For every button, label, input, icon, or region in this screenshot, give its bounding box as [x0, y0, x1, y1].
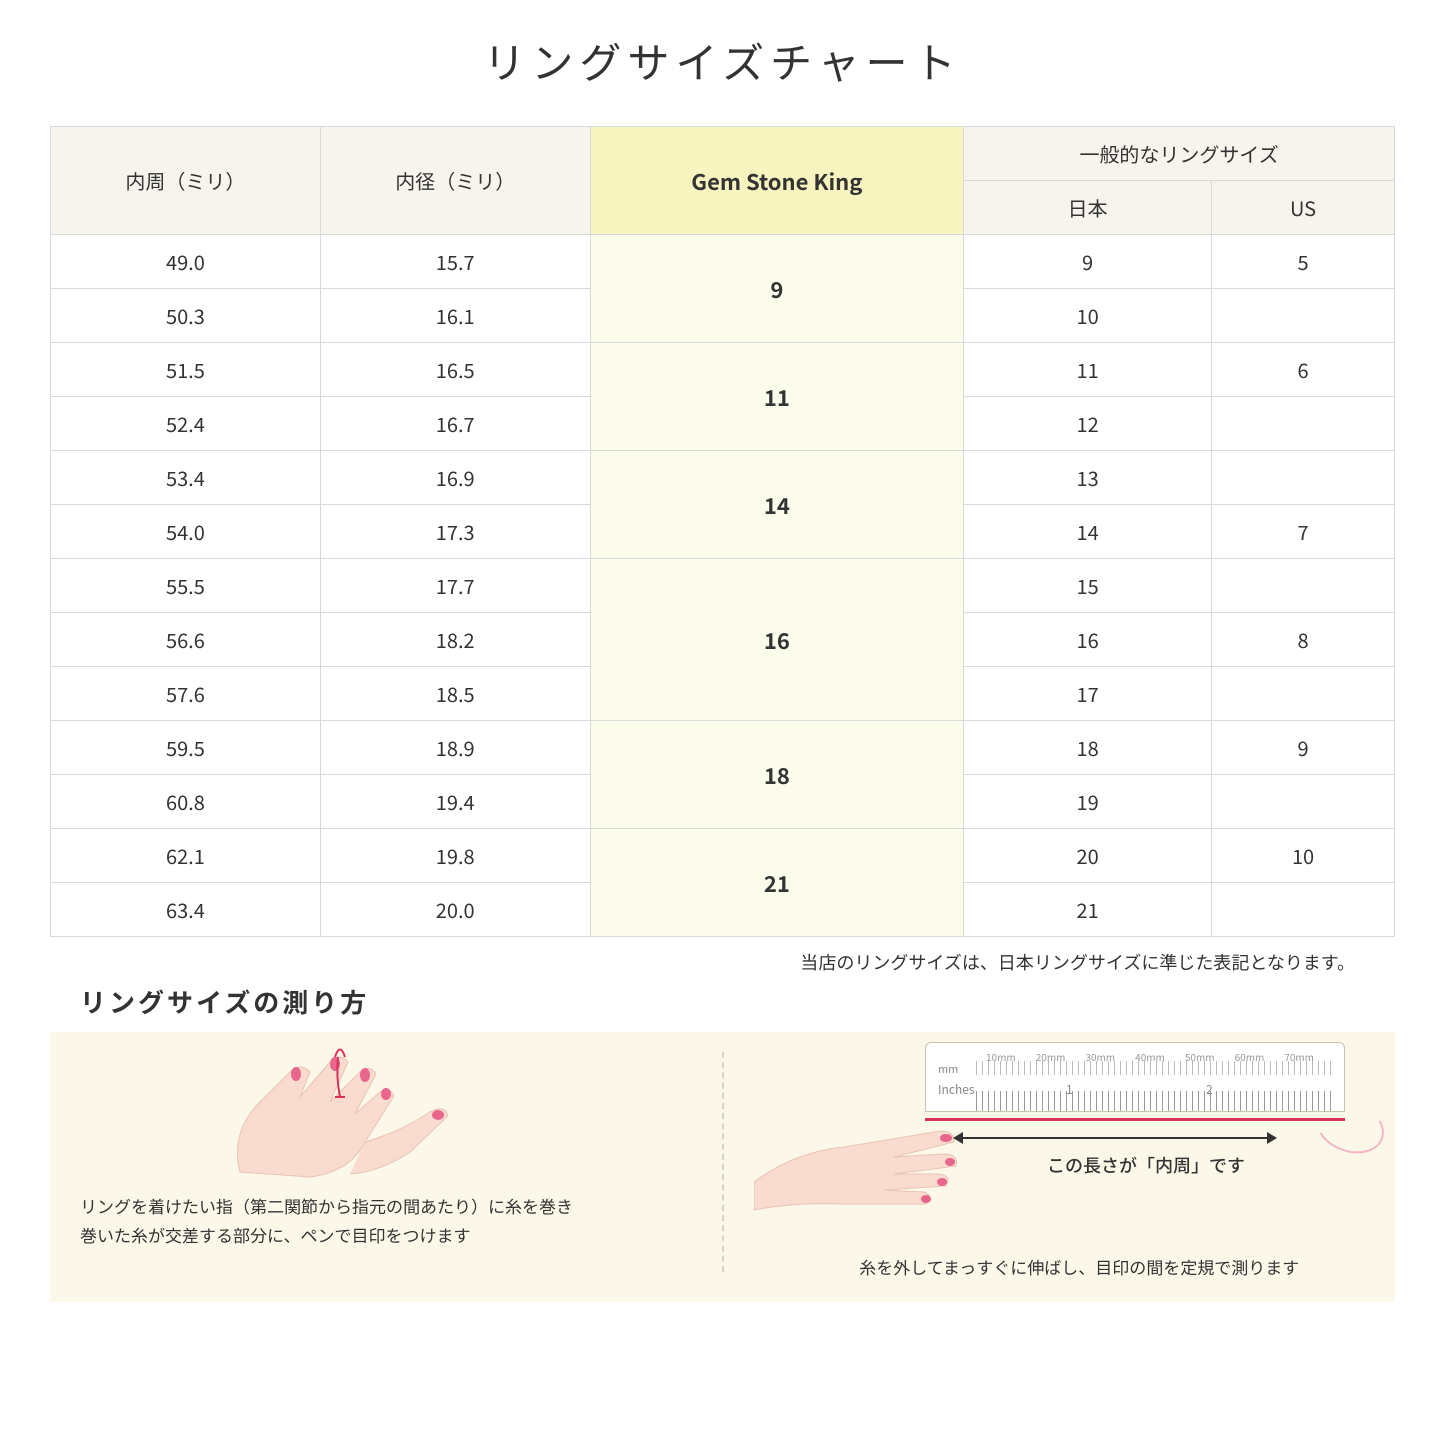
cell-us — [1212, 559, 1395, 613]
cell-us: 7 — [1212, 505, 1395, 559]
cell-circ: 63.4 — [51, 883, 321, 937]
cell-us — [1212, 775, 1395, 829]
cell-jp: 10 — [964, 289, 1212, 343]
table-row: 49.0 15.799 5 — [51, 235, 1395, 289]
cell-dia: 20.0 — [320, 883, 590, 937]
size-chart-table: 内周（ミリ） 内径（ミリ） Gem Stone King 一般的なリングサイズ … — [50, 126, 1395, 937]
cell-circ: 51.5 — [51, 343, 321, 397]
ruler-mm-unit: mm — [938, 1061, 958, 1077]
step1-line2: 巻いた糸が交差する部分に、ペンで目印をつけます — [80, 1222, 471, 1247]
measure-panel: リングを着けたい指（第二関節から指元の間あたり）に糸を巻き 巻いた糸が交差する部… — [50, 1032, 1395, 1302]
step1-text: リングを着けたい指（第二関節から指元の間あたり）に糸を巻き 巻いた糸が交差する部… — [80, 1192, 692, 1250]
cell-circ: 60.8 — [51, 775, 321, 829]
page-title: リングサイズチャート — [50, 30, 1395, 91]
table-row: 59.5 18.91818 9 — [51, 721, 1395, 775]
cell-circ: 49.0 — [51, 235, 321, 289]
cell-us: 9 — [1212, 721, 1395, 775]
table-row: 62.1 19.82120 10 — [51, 829, 1395, 883]
th-jp: 日本 — [964, 181, 1212, 235]
step2-text: 糸を外してまっすぐに伸ばし、目印の間を定規で測ります — [814, 1253, 1346, 1282]
th-general: 一般的なリングサイズ — [964, 127, 1395, 181]
ruler-in-unit: Inches — [938, 1081, 975, 1098]
cell-dia: 19.8 — [320, 829, 590, 883]
cell-gsk: 18 — [590, 721, 963, 829]
cell-dia: 16.7 — [320, 397, 590, 451]
th-gsk: Gem Stone King — [590, 127, 963, 235]
cell-gsk: 11 — [590, 343, 963, 451]
cell-jp: 13 — [964, 451, 1212, 505]
th-circumference: 内周（ミリ） — [51, 127, 321, 235]
ruler-illustration: 10mm20mm30mm40mm50mm60mm70mm mm Inches 1… — [925, 1042, 1345, 1112]
thread-line — [925, 1118, 1345, 1121]
cell-dia: 18.5 — [320, 667, 590, 721]
cell-us: 5 — [1212, 235, 1395, 289]
cell-circ: 50.3 — [51, 289, 321, 343]
cell-jp: 18 — [964, 721, 1212, 775]
arrow-label: この長さが「内周」です — [1047, 1152, 1245, 1178]
cell-jp: 17 — [964, 667, 1212, 721]
cell-jp: 16 — [964, 613, 1212, 667]
panel-divider — [722, 1052, 724, 1272]
cell-us — [1212, 451, 1395, 505]
cell-dia: 19.4 — [320, 775, 590, 829]
cell-dia: 17.3 — [320, 505, 590, 559]
cell-dia: 15.7 — [320, 235, 590, 289]
cell-circ: 55.5 — [51, 559, 321, 613]
cell-jp: 11 — [964, 343, 1212, 397]
step1-line1: リングを着けたい指（第二関節から指元の間あたり）に糸を巻き — [80, 1193, 573, 1218]
cell-dia: 16.9 — [320, 451, 590, 505]
cell-jp: 12 — [964, 397, 1212, 451]
table-row: 51.5 16.51111 6 — [51, 343, 1395, 397]
measurement-arrow — [955, 1137, 1275, 1139]
cell-us — [1212, 397, 1395, 451]
cell-dia: 18.2 — [320, 613, 590, 667]
ruler-inch-2: 2 — [1206, 1081, 1213, 1098]
cell-us: 10 — [1212, 829, 1395, 883]
cell-circ: 62.1 — [51, 829, 321, 883]
cell-jp: 14 — [964, 505, 1212, 559]
cell-dia: 16.5 — [320, 343, 590, 397]
th-us: US — [1212, 181, 1395, 235]
measure-step-1: リングを着けたい指（第二関節から指元の間あたり）に糸を巻き 巻いた糸が交差する部… — [80, 1052, 692, 1272]
cell-jp: 21 — [964, 883, 1212, 937]
measure-step-2: 10mm20mm30mm40mm50mm60mm70mm mm Inches 1… — [754, 1052, 1366, 1272]
footnote: 当店のリングサイズは、日本リングサイズに準じた表記となります。 — [50, 949, 1395, 975]
cell-circ: 52.4 — [51, 397, 321, 451]
cell-gsk: 9 — [590, 235, 963, 343]
hand-illustration-1 — [200, 1042, 500, 1192]
cell-gsk: 21 — [590, 829, 963, 937]
cell-circ: 53.4 — [51, 451, 321, 505]
cell-dia: 16.1 — [320, 289, 590, 343]
cell-circ: 56.6 — [51, 613, 321, 667]
cell-circ: 59.5 — [51, 721, 321, 775]
cell-gsk: 16 — [590, 559, 963, 721]
th-diameter: 内径（ミリ） — [320, 127, 590, 235]
table-row: 55.5 17.71615 — [51, 559, 1395, 613]
cell-jp: 9 — [964, 235, 1212, 289]
measure-title: リングサイズの測り方 — [80, 983, 1395, 1020]
cell-us: 8 — [1212, 613, 1395, 667]
cell-us: 6 — [1212, 343, 1395, 397]
cell-jp: 20 — [964, 829, 1212, 883]
cell-circ: 54.0 — [51, 505, 321, 559]
ruler-inch-1: 1 — [1066, 1081, 1073, 1098]
cell-us — [1212, 667, 1395, 721]
cell-jp: 15 — [964, 559, 1212, 613]
cell-us — [1212, 289, 1395, 343]
cell-circ: 57.6 — [51, 667, 321, 721]
cell-dia: 17.7 — [320, 559, 590, 613]
cell-gsk: 14 — [590, 451, 963, 559]
cell-jp: 19 — [964, 775, 1212, 829]
cell-dia: 18.9 — [320, 721, 590, 775]
cell-us — [1212, 883, 1395, 937]
table-row: 53.4 16.91413 — [51, 451, 1395, 505]
